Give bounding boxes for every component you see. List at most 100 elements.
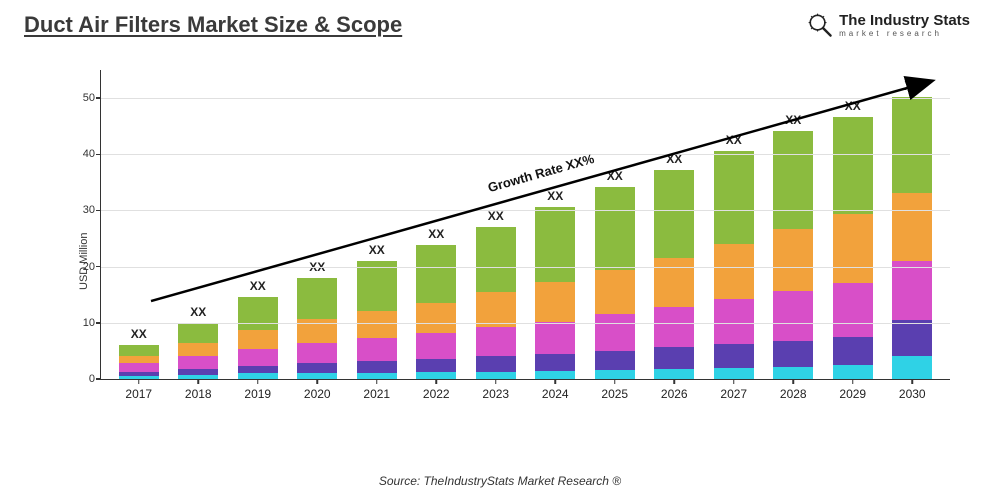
xtick-mark bbox=[376, 379, 378, 384]
bar-group: XX2028 bbox=[773, 131, 813, 379]
bar-segment bbox=[535, 282, 575, 321]
xtick-mark bbox=[257, 379, 259, 384]
logo-text: The Industry Stats market research bbox=[839, 13, 970, 38]
bar-group: XX2024 bbox=[535, 207, 575, 379]
bar-segment bbox=[476, 372, 516, 379]
bar-segment bbox=[416, 372, 456, 379]
bar-group: XX2020 bbox=[297, 278, 337, 379]
bar-segment bbox=[892, 320, 932, 357]
xtick-label: 2028 bbox=[780, 387, 807, 401]
xtick-mark bbox=[555, 379, 557, 384]
xtick-mark bbox=[495, 379, 497, 384]
gear-magnifier-icon bbox=[807, 12, 833, 38]
bar-value-label: XX bbox=[904, 79, 920, 93]
gridline bbox=[101, 210, 950, 211]
bar-segment bbox=[357, 261, 397, 312]
bar-segment bbox=[416, 333, 456, 358]
bar-segment bbox=[714, 151, 754, 244]
xtick-label: 2025 bbox=[601, 387, 628, 401]
bar-segment bbox=[119, 363, 159, 371]
xtick-label: 2026 bbox=[661, 387, 688, 401]
bar-segment bbox=[773, 291, 813, 341]
bar-value-label: XX bbox=[845, 99, 861, 113]
gridline bbox=[101, 98, 950, 99]
xtick-mark bbox=[138, 379, 140, 384]
bar-segment bbox=[297, 343, 337, 363]
bar-segment bbox=[595, 314, 635, 351]
bar-group: XX2019 bbox=[238, 297, 278, 379]
xtick-mark bbox=[436, 379, 438, 384]
bar-segment bbox=[119, 345, 159, 356]
bar-segment bbox=[238, 330, 278, 349]
bar-segment bbox=[535, 371, 575, 379]
bar-segment bbox=[357, 361, 397, 373]
bar-segment bbox=[416, 359, 456, 373]
bar-group: XX2022 bbox=[416, 245, 456, 379]
bar-segment bbox=[892, 193, 932, 261]
bar-value-label: XX bbox=[131, 327, 147, 341]
bar-segment bbox=[833, 283, 873, 337]
xtick-mark bbox=[198, 379, 200, 384]
bar-segment bbox=[773, 341, 813, 367]
bar-value-label: XX bbox=[369, 243, 385, 257]
xtick-label: 2019 bbox=[244, 387, 271, 401]
bar-segment bbox=[476, 356, 516, 371]
xtick-label: 2023 bbox=[482, 387, 509, 401]
ytick-label: 50 bbox=[83, 92, 101, 104]
bar-segment bbox=[714, 344, 754, 368]
bar-segment bbox=[119, 356, 159, 363]
bar-value-label: XX bbox=[428, 227, 444, 241]
xtick-mark bbox=[614, 379, 616, 384]
xtick-mark bbox=[733, 379, 735, 384]
xtick-mark bbox=[912, 379, 914, 384]
bar-segment bbox=[238, 366, 278, 373]
source-caption: Source: TheIndustryStats Market Research… bbox=[379, 474, 621, 488]
gridline bbox=[101, 267, 950, 268]
bar-segment bbox=[892, 97, 932, 193]
bar-segment bbox=[416, 245, 456, 302]
bar-segment bbox=[714, 299, 754, 344]
bar-segment bbox=[535, 354, 575, 371]
chart-area: USD Million XX2017XX2018XX2019XX2020XX20… bbox=[60, 60, 960, 430]
bar-group: XX2021 bbox=[357, 261, 397, 379]
bar-segment bbox=[595, 370, 635, 379]
bar-segment bbox=[178, 343, 218, 357]
bars-container: XX2017 XX2018 XX2019 XX2020 XX2021 XX2022 XX20… bbox=[101, 70, 950, 379]
bar-segment bbox=[357, 338, 397, 361]
bar-group: XX2018 bbox=[178, 323, 218, 379]
bar-group: XX2017 bbox=[119, 345, 159, 379]
bar-segment bbox=[773, 131, 813, 229]
bar-segment bbox=[416, 303, 456, 333]
bar-value-label: XX bbox=[190, 305, 206, 319]
bar-segment bbox=[833, 365, 873, 379]
xtick-label: 2022 bbox=[423, 387, 450, 401]
bar-value-label: XX bbox=[785, 113, 801, 127]
bar-segment bbox=[535, 322, 575, 355]
bar-segment bbox=[476, 227, 516, 292]
xtick-label: 2020 bbox=[304, 387, 331, 401]
chart-title: Duct Air Filters Market Size & Scope bbox=[24, 12, 402, 38]
bar-segment bbox=[297, 363, 337, 373]
bar-group: XX2023 bbox=[476, 227, 516, 379]
bar-segment bbox=[238, 349, 278, 366]
xtick-label: 2017 bbox=[125, 387, 152, 401]
ytick-label: 20 bbox=[83, 261, 101, 273]
plot-region: XX2017 XX2018 XX2019 XX2020 XX2021 XX2022 XX20… bbox=[100, 70, 950, 380]
bar-segment bbox=[773, 229, 813, 291]
bar-group: XX2025 bbox=[595, 187, 635, 379]
xtick-mark bbox=[674, 379, 676, 384]
bar-value-label: XX bbox=[250, 279, 266, 293]
ytick-label: 40 bbox=[83, 148, 101, 160]
logo-sub-text: market research bbox=[839, 30, 970, 38]
brand-logo: The Industry Stats market research bbox=[807, 12, 970, 38]
bar-segment bbox=[476, 327, 516, 356]
gridline bbox=[101, 154, 950, 155]
bar-segment bbox=[595, 351, 635, 370]
bar-segment bbox=[833, 337, 873, 365]
logo-main-text: The Industry Stats bbox=[839, 13, 970, 28]
xtick-label: 2021 bbox=[363, 387, 390, 401]
bar-segment bbox=[714, 368, 754, 379]
ytick-label: 30 bbox=[83, 204, 101, 216]
bar-segment bbox=[714, 244, 754, 299]
xtick-mark bbox=[852, 379, 854, 384]
